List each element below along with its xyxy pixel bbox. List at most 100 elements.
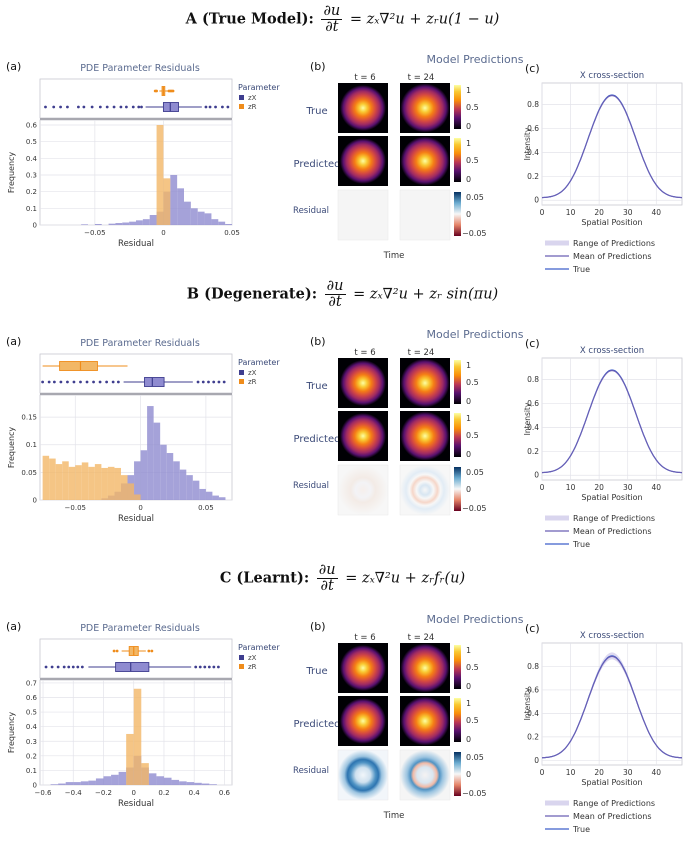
legend-label-zr: zR bbox=[248, 663, 257, 671]
y-tick-label: 0 bbox=[534, 471, 539, 480]
boxplot-area bbox=[39, 78, 233, 119]
bar-zx bbox=[173, 461, 180, 500]
y-tick-label: 0.3 bbox=[26, 738, 37, 746]
column-label: t = 6 bbox=[354, 73, 375, 83]
box-iqr bbox=[115, 662, 150, 672]
colorbar-tick: 0.5 bbox=[466, 156, 479, 165]
legend-swatch-zr bbox=[239, 104, 244, 109]
panel-tag: (c) bbox=[525, 622, 540, 635]
colorbar-tick: 1 bbox=[466, 86, 471, 95]
box-outlier bbox=[208, 105, 212, 109]
chart-title: PDE Parameter Residuals bbox=[80, 623, 200, 634]
colorbar-tick: 0.5 bbox=[466, 431, 479, 440]
row-label: Residual bbox=[293, 206, 329, 216]
box-iqr bbox=[144, 377, 165, 387]
frac-numerator: ∂u bbox=[321, 3, 343, 20]
legend-label-true: True bbox=[572, 540, 590, 549]
frac-denominator: ∂t bbox=[320, 578, 334, 594]
bar-zx bbox=[177, 188, 184, 225]
bar-zx bbox=[184, 201, 191, 225]
bar-zx bbox=[118, 771, 127, 785]
y-tick-label: 0.6 bbox=[26, 122, 38, 130]
colorbar bbox=[454, 413, 461, 457]
column-label: t = 6 bbox=[354, 633, 375, 643]
legend-title: Parameter bbox=[238, 358, 280, 367]
x-tick-label: 40 bbox=[652, 483, 662, 492]
y-tick-label: 0.2 bbox=[527, 172, 539, 181]
bar-zr bbox=[127, 483, 135, 500]
bar-zr bbox=[163, 178, 171, 225]
plot-area bbox=[541, 82, 683, 206]
column-label: t = 6 bbox=[354, 348, 375, 358]
row-label: Residual bbox=[293, 766, 329, 776]
heatmap-blob bbox=[400, 136, 450, 186]
box-outlier bbox=[50, 665, 54, 669]
colorbar-tick: 0.5 bbox=[466, 103, 479, 112]
box-zx bbox=[44, 662, 220, 672]
heatmap-blob bbox=[400, 358, 450, 408]
y-axis-label: Frequency bbox=[7, 712, 16, 754]
y-axis-label: Intensity bbox=[523, 127, 532, 160]
bar-zx bbox=[190, 208, 198, 225]
x-tick-label: −0.4 bbox=[65, 789, 83, 797]
box-zr bbox=[153, 86, 175, 96]
bar-zx bbox=[58, 783, 66, 785]
box-outlier bbox=[212, 665, 216, 669]
bar-zr bbox=[75, 465, 82, 500]
boxplot-area bbox=[39, 638, 233, 679]
bar-zx bbox=[170, 175, 178, 225]
bar-zx bbox=[94, 224, 102, 225]
x-axis-label: Residual bbox=[118, 799, 154, 809]
legend-label-range: Range of Predictions bbox=[573, 239, 655, 248]
box-outlier bbox=[62, 665, 66, 669]
y-axis-label: Intensity bbox=[523, 687, 532, 720]
heatmap-blob bbox=[400, 83, 450, 133]
x-tick-label: 20 bbox=[594, 208, 604, 217]
y-tick-label: 0 bbox=[33, 222, 37, 230]
residual-map bbox=[399, 189, 451, 241]
colorbar-tick: 0.05 bbox=[466, 193, 484, 202]
column-label: t = 24 bbox=[408, 348, 435, 358]
y-tick-label: 0.6 bbox=[527, 124, 539, 133]
bar-zr bbox=[133, 688, 142, 785]
x-tick-label: 10 bbox=[566, 768, 576, 777]
legend-label-zx: zX bbox=[248, 369, 257, 377]
equation-b: B (Degenerate): ∂u ∂t = zₓ∇²u + zᵣ sin(πu… bbox=[0, 279, 685, 310]
bar-zx bbox=[218, 221, 226, 225]
x-tick-label: 0.2 bbox=[158, 789, 169, 797]
row-label: Predicted bbox=[294, 719, 341, 730]
box-outlier bbox=[56, 665, 60, 669]
legend-label-zr: zR bbox=[248, 103, 257, 111]
box-outlier bbox=[98, 380, 102, 384]
box-outlier bbox=[111, 380, 115, 384]
row-label: True bbox=[305, 106, 327, 117]
legend-label-range: Range of Predictions bbox=[573, 514, 655, 523]
column-label: t = 24 bbox=[408, 73, 435, 83]
x-tick-label: 0 bbox=[540, 768, 545, 777]
y-axis-label: Intensity bbox=[523, 402, 532, 435]
box-outlier bbox=[44, 105, 47, 109]
box-outlier bbox=[150, 649, 154, 653]
box-outlier bbox=[147, 649, 151, 653]
panel-tag: (a) bbox=[6, 335, 21, 348]
x-tick-label: 0.4 bbox=[189, 789, 201, 797]
y-tick-label: 0.7 bbox=[26, 679, 37, 687]
colorbar bbox=[454, 645, 461, 689]
legend-swatch-zr bbox=[239, 664, 244, 669]
colorbar-tick: 0 bbox=[466, 210, 471, 219]
legend-label-mean: Mean of Predictions bbox=[573, 527, 652, 536]
x-tick-label: 0 bbox=[540, 483, 545, 492]
bar-zx bbox=[171, 779, 180, 785]
histogram-area bbox=[39, 119, 233, 226]
legend-swatch-zr bbox=[239, 379, 244, 384]
x-axis-label: Residual bbox=[118, 239, 154, 249]
y-tick-label: 0.15 bbox=[21, 414, 37, 422]
bar-zr bbox=[120, 475, 128, 500]
bar-zx bbox=[201, 783, 210, 785]
bar-zx bbox=[50, 784, 59, 785]
heatmap-blob bbox=[340, 138, 386, 184]
legend-label-true: True bbox=[572, 265, 590, 274]
